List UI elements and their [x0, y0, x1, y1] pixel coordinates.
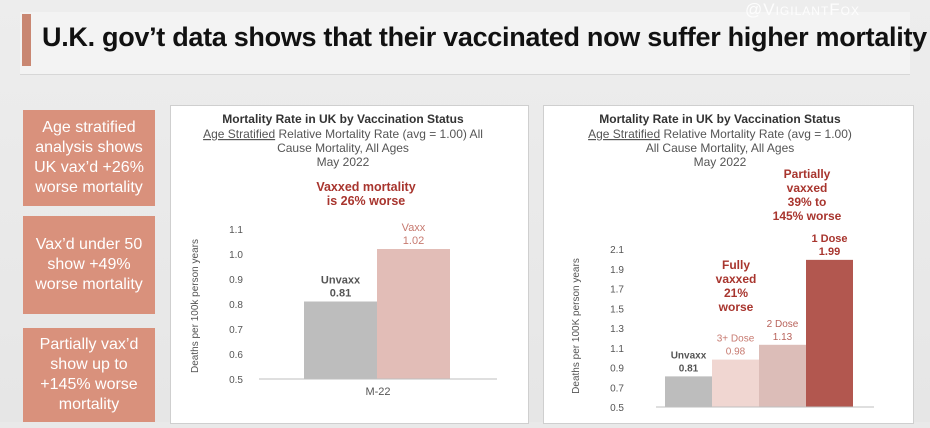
y-tick-label: 1.3 [610, 324, 624, 335]
bar-value-label: 1.02 [403, 235, 424, 247]
bar-category-label: 2 Dose [767, 319, 799, 330]
y-tick-label: 1.1 [610, 344, 624, 355]
bar-value-label: 0.81 [679, 363, 699, 374]
y-tick-label: 1.9 [610, 265, 624, 276]
bar-category-label: 3+ Dose [717, 334, 755, 345]
bar-category-label: Vaxx [402, 222, 426, 234]
chart-left: Mortality Rate in UK by Vaccination Stat… [190, 112, 497, 398]
bar-category-label: Unvaxx [321, 275, 361, 287]
y-axis-label: Deaths per 100K person years [571, 258, 582, 394]
annotation-fully-line: worse [718, 300, 754, 314]
bar-vaxx [377, 249, 450, 379]
chart-subtitle-rest: Relative Mortality Rate (avg = 1.00) All [275, 127, 483, 141]
annotation-line-2: is 26% worse [327, 194, 406, 208]
sidebar-box-age-stratified: Age stratified analysis shows UK vax’d +… [23, 110, 155, 206]
y-tick-label: 0.8 [229, 300, 243, 311]
bar-1-dose [806, 259, 853, 407]
chart-subtitle-underlined: Age Stratified [203, 127, 275, 141]
bar-value-label: 0.81 [330, 288, 351, 300]
title-accent-bar [22, 14, 31, 66]
watermark: @VigilantFox [745, 0, 860, 19]
annotation-partial-line: Partially [784, 167, 831, 181]
y-axis-ticks: 0.5 0.6 0.7 0.8 0.9 1.0 1.1 [229, 225, 243, 386]
y-tick-label: 1.7 [610, 285, 624, 296]
y-tick-label: 1.0 [229, 250, 243, 261]
chart-subtitle: Age Stratified Relative Mortality Rate (… [588, 127, 852, 141]
y-tick-label: 0.5 [229, 375, 243, 386]
y-tick-label: 2.1 [610, 245, 624, 256]
chart-subtitle-rest: Relative Mortality Rate (avg = 1.00) [660, 127, 852, 141]
bar-group: Unvaxx 0.81 3+ Dose 0.98 2 Dose 1.13 1 Dose1.9… [665, 233, 853, 407]
bar-value-label: 1.99 [819, 246, 840, 258]
bar-category-label: Unvaxx [671, 350, 707, 361]
sidebar-box-text: Partially vax’d show up to +145% worse m… [39, 336, 139, 413]
annotation-partial-line: 145% worse [773, 209, 842, 223]
annotation-line-1: Vaxxed mortality [316, 180, 415, 194]
bar-3-dose [712, 359, 759, 407]
chart-title: Mortality Rate in UK by Vaccination Stat… [599, 112, 841, 126]
bar-category-label: 1 Dose [811, 233, 847, 245]
sidebar-box-text: Age stratified analysis shows UK vax’d +… [34, 119, 144, 196]
chart-subtitle-line2: Cause Mortality, All Ages [277, 141, 409, 155]
y-tick-label: 0.7 [229, 325, 243, 336]
annotation-fully-line: Fully [722, 258, 750, 272]
chart-subtitle-line2: All Cause Mortality, All Ages [646, 141, 795, 155]
chart-subtitle: Age Stratified Relative Mortality Rate (… [203, 127, 483, 141]
bar-unvaxx [304, 301, 377, 379]
page-title: U.K. gov’t data shows that their vaccina… [42, 22, 927, 52]
sidebar-box-under-50: Vax’d under 50 show +49% worse mortality [23, 216, 155, 314]
bar-value-label: 1.13 [773, 332, 793, 343]
y-tick-label: 1.1 [229, 225, 243, 236]
bar-2-dose [759, 344, 806, 407]
annotation-partial-line: 39% to [788, 195, 827, 209]
chart-subtitle-line3: May 2022 [694, 155, 747, 169]
sidebar-box-text: Vax’d under 50 show +49% worse mortality [35, 236, 143, 293]
annotation-partial-line: vaxxed [787, 181, 828, 195]
annotation-fully-line: 21% [724, 286, 748, 300]
chart-subtitle-underlined: Age Stratified [588, 127, 660, 141]
y-axis-ticks: 0.5 0.7 0.9 1.1 1.3 1.5 1.7 1.9 2.1 [610, 245, 624, 414]
y-tick-label: 0.7 [610, 383, 624, 394]
y-tick-label: 1.5 [610, 304, 624, 315]
y-tick-label: 0.6 [229, 350, 243, 361]
sidebar-box-partially-vaxxed: Partially vax’d show up to +145% worse m… [23, 328, 155, 422]
bar-unvaxx [665, 376, 712, 407]
bar-value-label: 0.98 [726, 347, 746, 358]
y-tick-label: 0.9 [610, 364, 624, 375]
annotation-fully-line: vaxxed [716, 272, 757, 286]
title-bar [20, 12, 910, 75]
chart-right: Mortality Rate in UK by Vaccination Stat… [571, 112, 874, 414]
y-tick-label: 0.5 [610, 403, 624, 414]
chart-panel-left: Mortality Rate in UK by Vaccination Stat… [170, 105, 529, 424]
chart-subtitle-line3: May 2022 [317, 155, 370, 169]
chart-title: Mortality Rate in UK by Vaccination Stat… [222, 112, 464, 126]
chart-panel-right: Mortality Rate in UK by Vaccination Stat… [543, 105, 914, 424]
y-axis-label: Deaths per 100k person years [190, 239, 201, 373]
y-tick-label: 0.9 [229, 275, 243, 286]
x-category-label: M-22 [365, 386, 390, 398]
